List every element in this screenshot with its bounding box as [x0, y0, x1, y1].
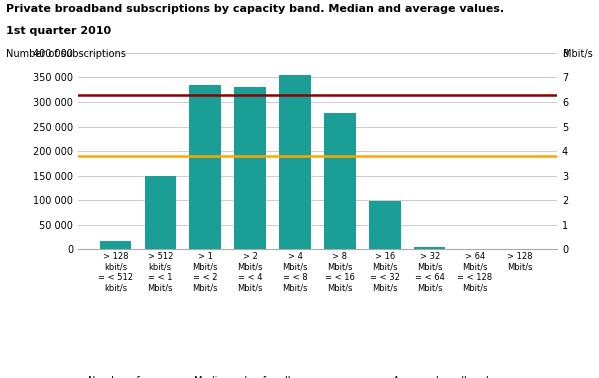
Bar: [144, 176, 176, 249]
Bar: [279, 75, 311, 249]
Bar: [324, 113, 356, 249]
Bar: [414, 247, 446, 249]
Legend: Number of
subscriptions, Median value for all
private broadband subscriptions, A: Number of subscriptions, Median value fo…: [59, 376, 489, 378]
Bar: [189, 85, 221, 249]
Bar: [234, 87, 266, 249]
Bar: [369, 201, 401, 249]
Bar: [99, 241, 131, 249]
Text: Mbit/s: Mbit/s: [563, 49, 593, 59]
Text: Number of subscriptions: Number of subscriptions: [6, 49, 126, 59]
Text: 1st quarter 2010: 1st quarter 2010: [6, 26, 111, 36]
Text: Private broadband subscriptions by capacity band. Median and average values.: Private broadband subscriptions by capac…: [6, 4, 504, 14]
